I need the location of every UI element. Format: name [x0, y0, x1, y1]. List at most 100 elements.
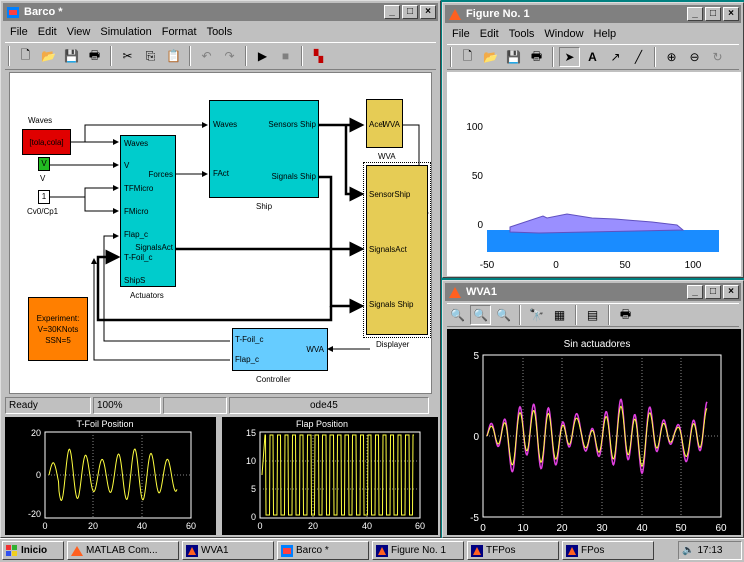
- v-label: V: [40, 174, 46, 183]
- v-source-block[interactable]: V: [38, 157, 50, 171]
- zoom-x-icon[interactable]: 🔍: [470, 305, 491, 325]
- zoom-icon[interactable]: 🔍: [450, 308, 465, 322]
- task-fpos[interactable]: FPos: [562, 541, 654, 560]
- copy-icon[interactable]: ⎘: [145, 48, 156, 63]
- menu-tools[interactable]: Tools: [206, 26, 233, 38]
- minimize-button[interactable]: _: [384, 5, 400, 19]
- task-barco[interactable]: Barco *: [277, 541, 369, 560]
- wva1-titlebar[interactable]: WVA1 _ □ ×: [445, 283, 741, 301]
- save-axes-icon[interactable]: ▦: [553, 308, 566, 322]
- text-icon[interactable]: A: [588, 50, 597, 64]
- close-button[interactable]: ×: [420, 5, 436, 19]
- rotate-icon[interactable]: ↻: [712, 50, 723, 64]
- menu-window[interactable]: Window: [544, 28, 584, 40]
- print-icon[interactable]: 🖶: [619, 306, 632, 321]
- save-icon[interactable]: 💾: [64, 49, 79, 63]
- start-button[interactable]: Inicio: [2, 541, 64, 560]
- figure-icon: [471, 544, 483, 557]
- simulink-icon: [7, 6, 19, 18]
- waves-source-block[interactable]: [tola,cola]: [22, 129, 71, 155]
- autoscale-icon[interactable]: 🔭: [529, 308, 544, 322]
- toolbar-separator: [8, 46, 10, 66]
- menu-edit[interactable]: Edit: [479, 28, 499, 40]
- actuators-block[interactable]: Waves V TFMicro FMicro Flap_c T-Foil_c S…: [120, 135, 176, 287]
- library-browser-icon[interactable]: ▚: [313, 49, 324, 63]
- parameters-icon[interactable]: ▤: [586, 308, 599, 322]
- disp-port-signalsact: SignalsAct: [369, 245, 407, 254]
- zoom-y-icon[interactable]: 🔍: [496, 308, 511, 322]
- minimize-button[interactable]: _: [687, 7, 703, 21]
- svg-text:-20: -20: [28, 509, 41, 519]
- maximize-button[interactable]: □: [705, 285, 721, 299]
- task-wva1[interactable]: WVA1: [182, 541, 274, 560]
- zoom-in-icon[interactable]: ⊕: [666, 50, 677, 64]
- svg-text:5: 5: [473, 351, 479, 362]
- undo-icon[interactable]: ↶: [201, 49, 212, 63]
- paste-icon[interactable]: 📋: [166, 49, 181, 63]
- svg-text:0: 0: [251, 512, 256, 522]
- svg-text:50: 50: [619, 260, 631, 271]
- ship-block[interactable]: Waves FAct Sensors Ship Signals Ship: [209, 100, 319, 198]
- print-icon[interactable]: 🖶: [88, 47, 101, 62]
- toolbar-separator: [301, 46, 303, 66]
- figure1-menubar: File Edit Tools Window Help: [447, 25, 739, 43]
- cv-constant-block[interactable]: 1: [38, 190, 50, 204]
- barco-titlebar[interactable]: Barco * _ □ ×: [3, 3, 438, 21]
- select-arrow-icon[interactable]: ➤: [559, 47, 580, 67]
- ship-label: Ship: [256, 202, 273, 211]
- save-icon[interactable]: 💾: [506, 50, 521, 64]
- displayer-label: Displayer: [376, 340, 410, 349]
- arrow-icon[interactable]: ↗: [610, 50, 621, 64]
- minimize-button[interactable]: _: [687, 285, 703, 299]
- cut-icon[interactable]: ✂: [122, 49, 133, 63]
- stop-simulation-icon[interactable]: ■: [281, 49, 290, 63]
- menu-simulation[interactable]: Simulation: [100, 26, 152, 38]
- open-icon[interactable]: 📂: [41, 49, 56, 63]
- task-matlab[interactable]: MATLAB Com...: [67, 541, 179, 560]
- zoom-out-icon[interactable]: ⊖: [689, 50, 700, 64]
- maximize-button[interactable]: □: [402, 5, 418, 19]
- redo-icon[interactable]: ↷: [224, 49, 235, 63]
- controller-block[interactable]: T-Foil_c Flap_c WVA: [232, 328, 328, 371]
- start-simulation-icon[interactable]: ▶: [257, 49, 268, 63]
- menu-view[interactable]: View: [66, 26, 91, 38]
- menu-format[interactable]: Format: [161, 26, 197, 38]
- ctrl-port-flap: Flap_c: [235, 355, 260, 364]
- actuators-label: Actuators: [130, 291, 164, 300]
- figure1-titlebar[interactable]: Figure No. 1 _ □ ×: [445, 5, 741, 23]
- model-canvas[interactable]: Waves [tola,cola] V V 1 Cv0/Cp1 Waves V …: [9, 72, 432, 394]
- line-icon[interactable]: ╱: [634, 50, 643, 64]
- svg-text:20: 20: [88, 521, 98, 531]
- figure1-canvas: 100 50 0 -50 0 50 100: [447, 72, 741, 276]
- menu-help[interactable]: Help: [593, 28, 617, 40]
- close-button[interactable]: ×: [723, 285, 739, 299]
- svg-text:-50: -50: [480, 260, 495, 271]
- print-icon[interactable]: 🖶: [530, 48, 543, 63]
- menu-file[interactable]: File: [452, 28, 470, 40]
- task-tfpos[interactable]: TFPos: [467, 541, 559, 560]
- task-figure1[interactable]: Figure No. 1: [372, 541, 464, 560]
- menu-file[interactable]: File: [10, 26, 28, 38]
- status-zoom: 100%: [93, 397, 161, 414]
- svg-text:10: 10: [517, 523, 529, 534]
- ctrl-port-wva: WVA: [306, 345, 324, 354]
- experiment-line-3: SSN=5: [45, 335, 71, 345]
- wva-block[interactable]: Acel WVA: [366, 99, 403, 148]
- disp-port-signalsship: Signals Ship: [369, 300, 414, 309]
- speaker-icon[interactable]: 🔈: [682, 545, 695, 556]
- act-port-flap: Flap_c: [124, 230, 149, 239]
- menu-tools[interactable]: Tools: [508, 28, 535, 40]
- act-port-tfmicro: TFMicro: [124, 184, 154, 193]
- barco-toolbar: 🗋 📂 💾 🖶 ✂ ⎘ 📋 ↶ ↷ ▶ ■ ▚: [5, 42, 436, 70]
- svg-text:60: 60: [715, 523, 727, 534]
- open-icon[interactable]: 📂: [483, 50, 498, 64]
- menu-edit[interactable]: Edit: [37, 26, 57, 38]
- displayer-block[interactable]: SensorShip SignalsAct Signals Ship: [363, 162, 431, 338]
- act-port-v: V: [124, 161, 130, 170]
- experiment-line-1: Experiment:: [36, 313, 80, 323]
- new-icon[interactable]: 🗋: [20, 47, 31, 62]
- experiment-block[interactable]: Experiment: V=30KNots SSN=5: [28, 297, 88, 361]
- new-icon[interactable]: 🗋: [462, 48, 473, 63]
- close-button[interactable]: ×: [723, 7, 739, 21]
- maximize-button[interactable]: □: [705, 7, 721, 21]
